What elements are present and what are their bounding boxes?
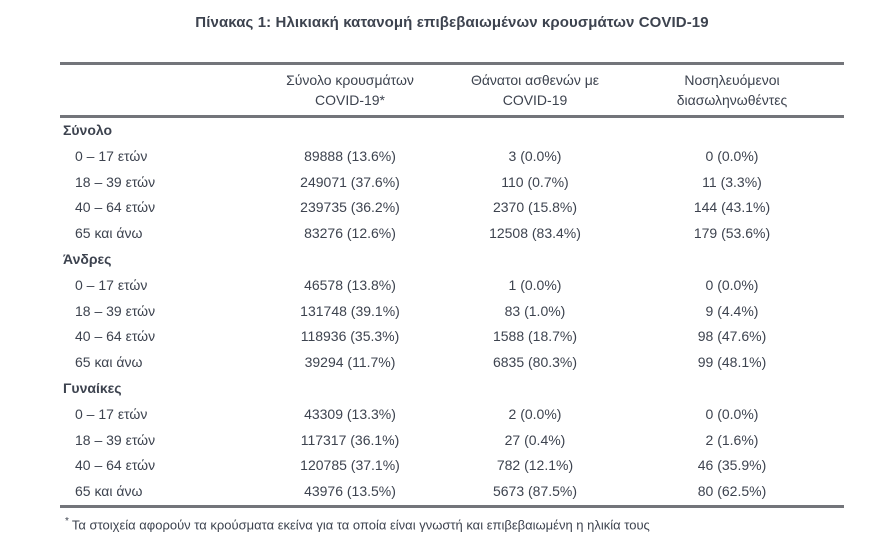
- value-cell: 2 (0.0%): [508, 405, 562, 422]
- value-cell: 110 (0.7%): [501, 173, 569, 190]
- value-cell: 131748 (39.1%): [300, 302, 400, 319]
- value-cell: 43309 (13.3%): [304, 405, 396, 422]
- table-header: Σύνολο κρουσμάτων COVID-19* Θάνατοι ασθε…: [60, 62, 844, 118]
- value-cell: 27 (0.4%): [504, 431, 566, 448]
- table-row: 40 – 64 ετών 239735 (36.2%) 2370 (15.8%) 14…: [60, 195, 844, 221]
- value-cell: 249071 (37.6%): [300, 173, 400, 190]
- age-group-label: 0 – 17 ετών: [75, 276, 148, 293]
- value-cell: 239735 (36.2%): [300, 199, 400, 216]
- section-label: Άνδρες: [63, 250, 112, 267]
- value-cell: 0 (0.0%): [705, 276, 759, 293]
- covid-age-table: Σύνολο κρουσμάτων COVID-19* Θάνατοι ασθε…: [60, 62, 844, 508]
- table-row: 0 – 17 ετών 89888 (13.6%) 3 (0.0%) 0 (0.0%): [60, 144, 844, 170]
- age-group-label: 40 – 64 ετών: [75, 457, 156, 474]
- age-group-label: 65 και άνω: [75, 354, 143, 371]
- value-cell: 83 (1.0%): [504, 302, 566, 319]
- column-header-label: Σύνολο κρουσμάτων COVID-19*: [286, 72, 414, 108]
- age-group-label: 65 και άνω: [60, 479, 250, 508]
- value-cell: 12508 (83.4%): [489, 225, 581, 242]
- table-row: 0 – 17 ετών 46578 (13.8%) 1 (0.0%) 0 (0.0%): [60, 273, 844, 299]
- age-group-label: 65 και άνω: [75, 225, 143, 242]
- empty-header-cell: [60, 62, 250, 118]
- column-header-label: Θάνατοι ασθενών με COVID-19: [470, 72, 600, 108]
- document-sheet: Πίνακας 1: Ηλικιακή κατανομή επιβεβαιωμέ…: [60, 0, 844, 533]
- value-cell: 144 (43.1%): [693, 199, 771, 216]
- value-cell: 1588 (18.7%): [492, 328, 578, 345]
- value-cell: 39294 (11.7%): [304, 354, 396, 371]
- header-row: Σύνολο κρουσμάτων COVID-19* Θάνατοι ασθε…: [60, 62, 844, 118]
- value-cell: 2 (1.6%): [705, 431, 759, 448]
- table-row: 65 και άνω 83276 (12.6%) 12508 (83.4%) 179 …: [60, 221, 844, 247]
- value-cell: 118936 (35.3%): [300, 328, 400, 345]
- column-header-intubated: Νοσηλευόμενοι διασωληνωθέντες: [620, 62, 844, 118]
- value-cell: 782 (12.1%): [496, 457, 574, 474]
- value-cell: 5673 (87.5%): [450, 479, 620, 508]
- table-row: 18 – 39 ετών 117317 (36.1%) 27 (0.4%) 2 (1.…: [60, 428, 844, 454]
- value-cell: 98 (47.6%): [697, 328, 767, 345]
- value-cell: 83276 (12.6%): [304, 225, 396, 242]
- value-cell: 1 (0.0%): [508, 276, 562, 293]
- section-label: Γυναίκες: [63, 379, 122, 396]
- table-row: 0 – 17 ετών 43309 (13.3%) 2 (0.0%) 0 (0.0%): [60, 402, 844, 428]
- age-group-label: 18 – 39 ετών: [75, 173, 156, 190]
- footnote-text: Τα στοιχεία αφορούν τα κρούσματα εκείνα …: [71, 517, 650, 533]
- value-cell: 99 (48.1%): [697, 354, 767, 371]
- value-cell: 0 (0.0%): [705, 147, 759, 164]
- age-group-label: 0 – 17 ετών: [75, 405, 148, 422]
- column-header-total-cases: Σύνολο κρουσμάτων COVID-19*: [250, 62, 450, 118]
- age-group-label: 18 – 39 ετών: [75, 431, 156, 448]
- value-cell: 11 (3.3%): [702, 173, 762, 190]
- section-label: Σύνολο: [63, 122, 113, 138]
- column-header-label: Νοσηλευόμενοι διασωληνωθέντες: [676, 72, 788, 108]
- section-header-row: Σύνολο: [60, 117, 844, 144]
- footnote-marker: *: [65, 515, 69, 527]
- value-cell: 46578 (13.8%): [304, 276, 396, 293]
- table-row: 18 – 39 ετών 131748 (39.1%) 83 (1.0%) 9 (4.…: [60, 299, 844, 325]
- value-cell: 43976 (13.5%): [250, 479, 450, 508]
- value-cell: 3 (0.0%): [508, 147, 562, 164]
- value-cell: 9 (4.4%): [705, 302, 759, 319]
- section-header-row: Γυναίκες: [60, 376, 844, 402]
- value-cell: 46 (35.9%): [697, 457, 767, 474]
- column-header-deaths: Θάνατοι ασθενών με COVID-19: [450, 62, 620, 118]
- value-cell: 0 (0.0%): [705, 405, 759, 422]
- footnote: * Τα στοιχεία αφορούν τα κρούσματα εκείνα…: [60, 508, 844, 533]
- value-cell: 2370 (15.8%): [492, 199, 578, 216]
- value-cell: 120785 (37.1%): [300, 457, 400, 474]
- table-row: 40 – 64 ετών 118936 (35.3%) 1588 (18.7%) 98…: [60, 324, 844, 350]
- age-group-label: 40 – 64 ετών: [75, 328, 156, 345]
- age-group-label: 0 – 17 ετών: [75, 147, 148, 164]
- table-row: 65 και άνω 43976 (13.5%) 5673 (87.5%) 80 (6…: [60, 479, 844, 508]
- table-row: 65 και άνω 39294 (11.7%) 6835 (80.3%) 99 (4…: [60, 350, 844, 376]
- age-group-label: 18 – 39 ετών: [75, 302, 156, 319]
- value-cell: 6835 (80.3%): [492, 354, 578, 371]
- section-header-row: Άνδρες: [60, 247, 844, 273]
- table-title: Πίνακας 1: Ηλικιακή κατανομή επιβεβαιωμέ…: [195, 14, 709, 31]
- table-row: 40 – 64 ετών 120785 (37.1%) 782 (12.1%) 46 …: [60, 453, 844, 479]
- age-group-label: 40 – 64 ετών: [75, 199, 156, 216]
- value-cell: 179 (53.6%): [693, 225, 771, 242]
- table-body: Σύνολο 0 – 17 ετών 89888 (13.6%) 3 (0.0%) 0 …: [60, 117, 844, 508]
- table-row: 18 – 39 ετών 249071 (37.6%) 110 (0.7%) 11 (…: [60, 170, 844, 196]
- value-cell: 89888 (13.6%): [304, 147, 396, 164]
- value-cell: 80 (62.5%): [620, 479, 844, 508]
- value-cell: 117317 (36.1%): [300, 431, 400, 448]
